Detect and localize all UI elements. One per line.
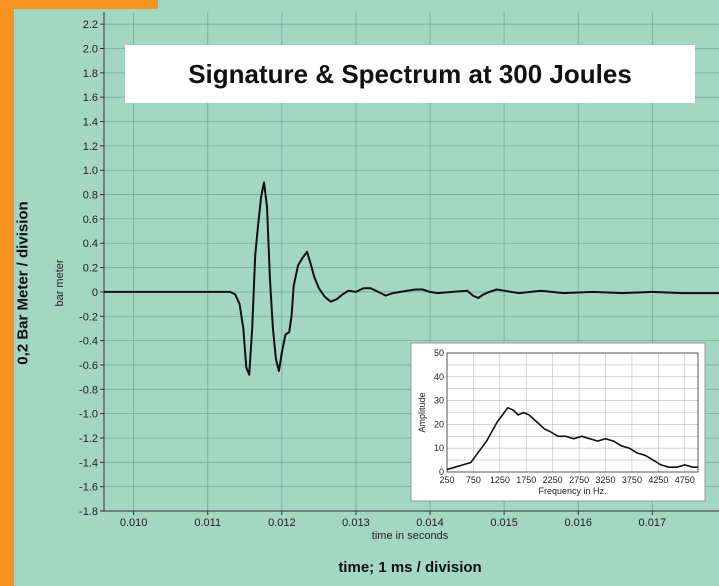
inset-y-axis-label: Amplitude [417,392,427,432]
spectrum-series-line [446,406,698,471]
y-tick-label: -0.4 [79,336,98,348]
spectrum-inset: 0 10 20 30 40 50 250 750 1250 1750 2250 2750 3250 375… [410,342,706,502]
inset-y-tick-label: 50 [434,348,444,358]
inset-x-tick-label: 4250 [648,475,668,485]
inset-y-tick-label: 0 [439,467,444,477]
x-tick-label: 0.013 [342,517,370,529]
main-series [104,181,719,376]
main-y-tick-labels: 2.2 2.0 1.8 1.6 1.4 1.2 1.0 0.8 0.6 0.4 0.2 0 -0.2 -0… [79,19,104,518]
y-tick-label: 2.0 [83,44,98,56]
inset-x-tick-label: 3750 [622,475,642,485]
y-tick-label: 1.2 [83,141,98,153]
outer-x-axis-label: time; 1 ms / division [338,559,482,576]
x-tick-label: 0.014 [416,517,444,529]
inset-frame [446,352,699,473]
inset-x-tick-label: 2750 [569,475,589,485]
inset-x-tick-label: 750 [466,475,481,485]
y-tick-label: -1.8 [79,506,98,518]
inset-y-tick-label: 20 [434,419,444,429]
y-tick-label: 0.8 [83,190,98,202]
inset-x-tick-label: 250 [439,475,454,485]
x-axis-label: time in seconds [371,530,449,542]
y-tick-label: 2.2 [83,19,98,31]
x-tick-label: 0.016 [564,517,592,529]
inset-background [410,342,706,502]
x-tick-label: 0.017 [639,517,667,529]
y-tick-label: -1.4 [79,457,98,469]
main-x-tick-labels: 0.010 0.011 0.012 0.013 0.014 0.015 0.016 0.017 [120,511,666,529]
inset-y-tick-label: 30 [434,396,444,406]
y-tick-label: 0 [92,287,98,299]
y-axis-label: bar meter [54,259,66,307]
y-tick-label: 1.4 [83,117,98,129]
signature-series-line [104,181,719,376]
y-tick-label: 1.6 [83,92,98,104]
y-tick-label: -0.8 [79,384,98,396]
y-tick-label: 0.2 [83,263,98,275]
inset-x-axis-label: Frequency in Hz. [538,486,606,496]
y-tick-label: 0.4 [83,238,98,250]
y-tick-label: -1.0 [79,409,98,421]
orange-top-strip [0,0,158,9]
x-tick-label: 0.015 [490,517,518,529]
y-tick-label: -0.6 [79,360,98,372]
y-tick-label: -1.6 [79,482,98,494]
orange-side-bar [0,0,14,586]
y-tick-label: 1.0 [83,165,98,177]
inset-y-tick-label: 40 [434,372,444,382]
inset-y-tick-label: 10 [434,443,444,453]
y-tick-label: 1.8 [83,68,98,80]
inset-x-tick-label: 2250 [543,475,563,485]
x-tick-label: 0.012 [268,517,296,529]
x-tick-label: 0.010 [120,517,148,529]
inset-x-tick-label: 3250 [596,475,616,485]
inset-x-tick-label: 1250 [490,475,510,485]
y-tick-label: -1.2 [79,433,98,445]
title-box [125,45,695,103]
outer-y-axis-label: 0,2 Bar Meter / division [14,201,32,365]
inset-x-tick-label: 4750 [675,475,695,485]
y-tick-label: -0.2 [79,311,98,323]
inset-x-tick-label: 1750 [516,475,536,485]
y-tick-label: 0.6 [83,214,98,226]
chart-title: Signature & Spectrum at 300 Joules [188,59,632,89]
x-tick-label: 0.011 [194,517,221,529]
